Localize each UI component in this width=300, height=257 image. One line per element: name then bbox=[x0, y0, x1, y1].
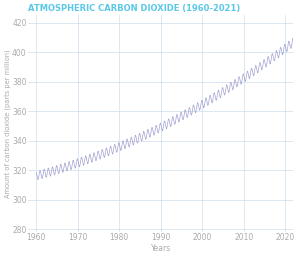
X-axis label: Years: Years bbox=[151, 244, 171, 253]
Y-axis label: Amount of carbon dioxide (parts per million): Amount of carbon dioxide (parts per mill… bbox=[4, 49, 11, 198]
Text: ATMOSPHERIC CARBON DIOXIDE (1960-2021): ATMOSPHERIC CARBON DIOXIDE (1960-2021) bbox=[28, 4, 240, 13]
